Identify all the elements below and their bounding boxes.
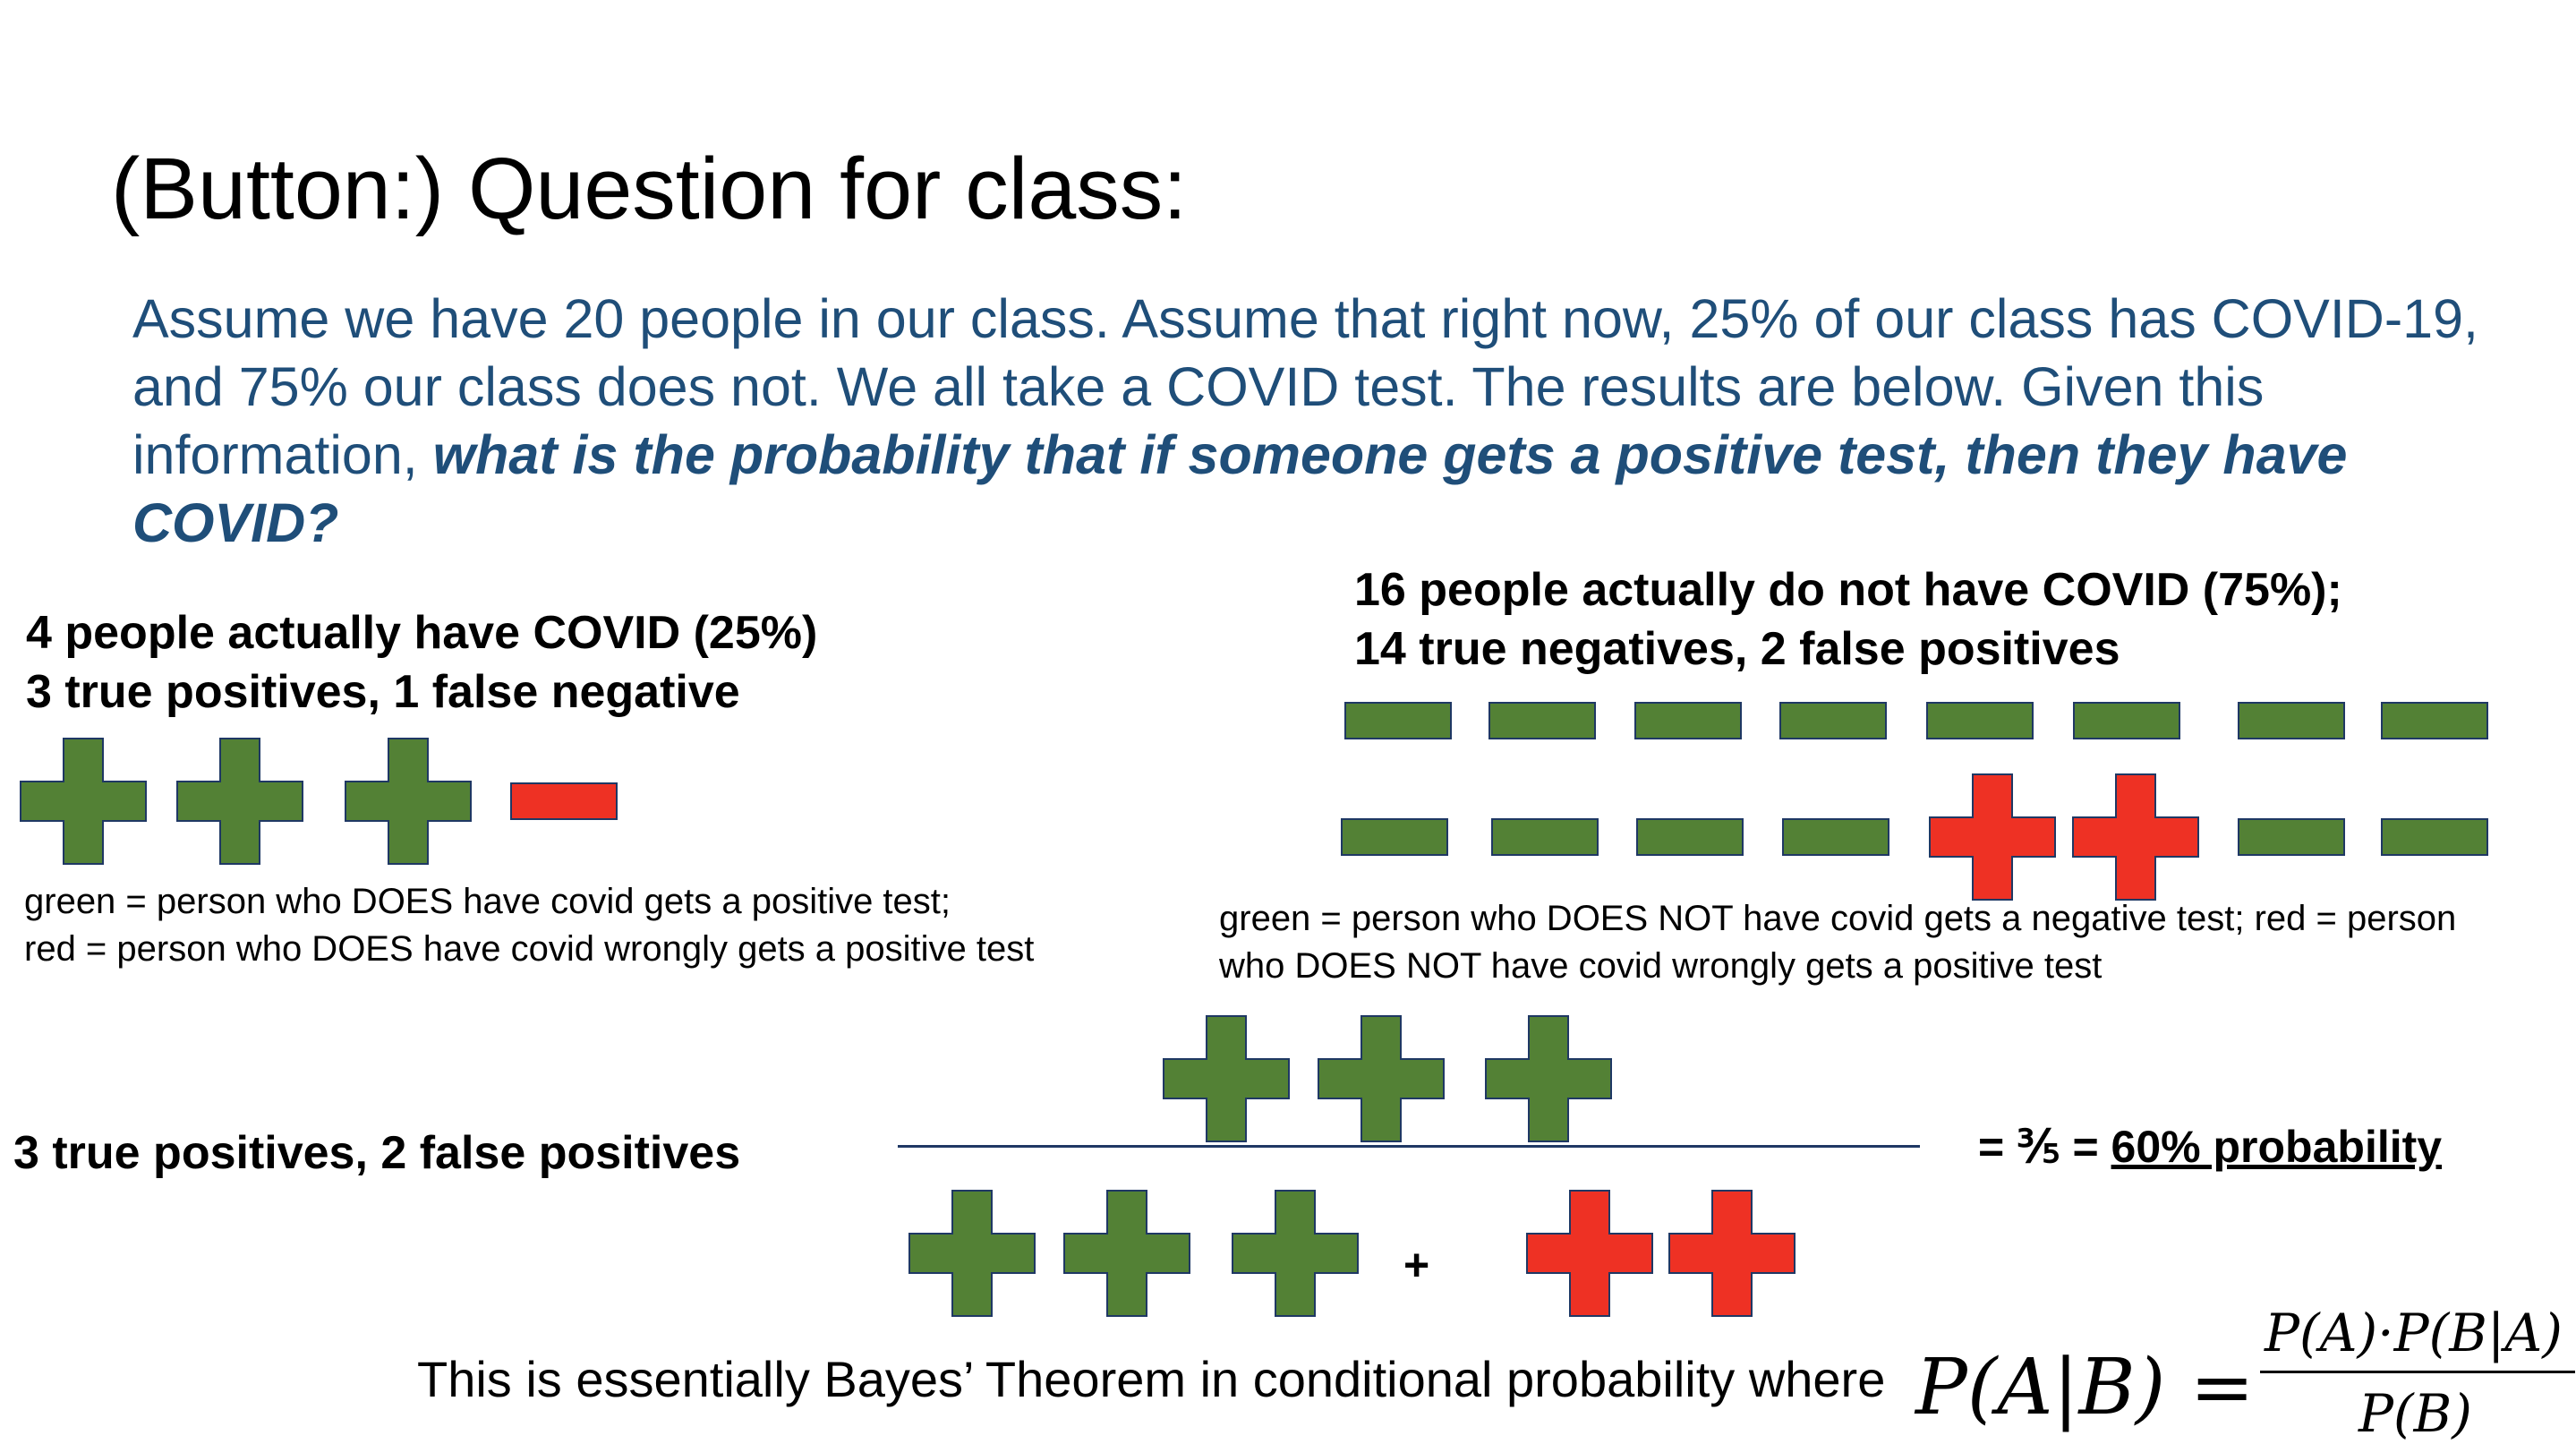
numerator-green-plus-3 [1485,1015,1612,1142]
right-heading-line2: 14 true negatives, 2 false positives [1354,623,2120,675]
right-row1-green-minus-1 [1344,702,1452,739]
calculation-label: 3 true positives, 2 false positives [13,1127,741,1179]
right-row2-red-plus-6 [2072,773,2199,901]
numerator-green-plus-1 [1163,1015,1290,1142]
right-row2-red-plus-5 [1929,773,2056,901]
fraction-bar [898,1145,1920,1148]
right-row1-green-minus-6 [2073,702,2180,739]
right-row1-green-minus-2 [1488,702,1596,739]
result-text: = ⅗ = 60% probability [1978,1121,2442,1173]
bayes-sentence: This is essentially Bayes’ Theorem in co… [417,1351,1886,1407]
denominator-red-plus-5 [1668,1190,1796,1317]
left-note-line2: red = person who DOES have covid wrongly… [24,929,1035,969]
denominator-plus-sign: + [1403,1240,1430,1290]
right-row2-green-minus-4 [1782,818,1889,856]
right-row1-green-minus-3 [1634,702,1742,739]
right-row2-green-minus-3 [1636,818,1744,856]
left-result-green-plus-3 [345,738,472,865]
intro-question: what is the probability that if someone … [132,424,2348,553]
intro-text: Assume we have 20 people in our class. A… [132,288,2478,485]
right-heading-line1: 16 people actually do not have COVID (75… [1354,564,2342,616]
right-note-line2: who DOES NOT have covid wrongly gets a p… [1219,946,2103,986]
right-row1-green-minus-7 [2238,702,2345,739]
left-result-green-plus-2 [176,738,303,865]
left-heading-line1: 4 people actually have COVID (25%) [26,607,818,659]
result-prefix: = ⅗ = [1978,1122,2111,1172]
left-heading-line2: 3 true positives, 1 false negative [26,666,740,718]
result-percentage: 60% probability [2111,1122,2443,1172]
formula-fraction-bar [2260,1371,2575,1373]
left-note-line1: green = person who DOES have covid gets … [24,882,951,921]
left-result-red-minus-4 [510,782,618,820]
formula-numerator: P(A)·P(B|A) [2265,1303,2563,1363]
right-row2-green-minus-8 [2381,818,2488,856]
denominator-green-plus-2 [1063,1190,1190,1317]
denominator-green-plus-3 [1232,1190,1359,1317]
right-row2-green-minus-1 [1341,818,1448,856]
slide-title: (Button:) Question for class: [111,140,1188,237]
denominator-green-plus-1 [908,1190,1036,1317]
right-row2-green-minus-7 [2238,818,2345,856]
right-row2-green-minus-2 [1491,818,1599,856]
intro-paragraph: Assume we have 20 people in our class. A… [132,285,2495,557]
right-row1-green-minus-5 [1926,702,2034,739]
numerator-green-plus-2 [1318,1015,1445,1142]
formula-denominator: P(B) [2358,1383,2472,1444]
right-row1-green-minus-8 [2381,702,2488,739]
denominator-red-plus-4 [1526,1190,1653,1317]
right-note-line1: green = person who DOES NOT have covid g… [1219,899,2457,938]
left-result-green-plus-1 [20,738,147,865]
right-row1-green-minus-4 [1779,702,1887,739]
formula-lhs: P(A|B) = [1915,1343,2255,1432]
